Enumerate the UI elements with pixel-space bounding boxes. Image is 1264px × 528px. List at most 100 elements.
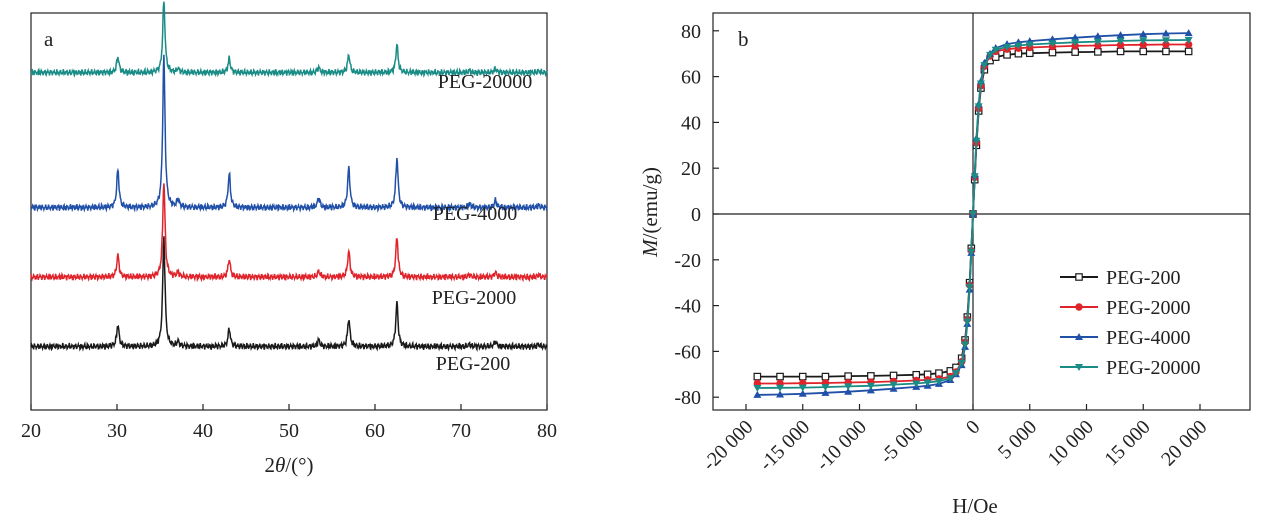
panel-b-legend: PEG-200 PEG-2000 PEG-4000 PEG-20000 xyxy=(1060,267,1200,379)
data-point xyxy=(821,384,830,392)
x-tick-label: 5 000 xyxy=(994,416,1041,463)
curve-label: PEG-4000 xyxy=(433,203,517,225)
data-point xyxy=(963,318,972,326)
panel-b: b -80 -60 -40 -20 0 20 40 60 80 -20 000-15 000-1… xyxy=(638,12,1251,518)
x-tick-label: -20 000 xyxy=(698,416,757,475)
data-point xyxy=(1075,364,1083,371)
data-point xyxy=(1184,29,1193,37)
data-point xyxy=(821,372,830,381)
data-point xyxy=(923,379,932,387)
data-point xyxy=(912,380,921,388)
x-tick-label: 20 000 xyxy=(1157,416,1211,470)
y-axis-title-symbol: M xyxy=(638,238,662,258)
x-tick-label: 60 xyxy=(365,420,385,442)
data-point xyxy=(1071,39,1080,47)
x-tick-label: 15 000 xyxy=(1100,416,1154,470)
panel-a-x-axis-title: 2θ/(°) xyxy=(264,453,313,477)
data-point xyxy=(1048,40,1057,48)
legend-label: PEG-2000 xyxy=(1106,297,1190,319)
data-point xyxy=(1139,30,1148,38)
y-axis-title-unit: /(emu/g) xyxy=(638,167,662,239)
x-axis-title-unit: /(°) xyxy=(285,453,313,477)
x-tick-label: 0 xyxy=(962,416,985,439)
x-tick-label: -15 000 xyxy=(755,416,814,475)
y-tick-label: 20 xyxy=(681,158,701,180)
y-tick-label: -60 xyxy=(674,341,701,363)
data-point xyxy=(980,62,989,70)
xrd-curve-peg-4000 xyxy=(30,54,548,214)
data-point xyxy=(934,378,943,386)
panel-a-x-ticks: 20 30 40 50 60 70 80 xyxy=(21,404,557,442)
x-tick-label: 40 xyxy=(193,420,213,442)
data-point xyxy=(753,372,762,381)
xrd-curve-peg-20000 xyxy=(30,1,548,78)
data-point xyxy=(776,372,784,381)
data-point xyxy=(951,370,960,378)
data-point xyxy=(798,389,807,397)
panel-b-y-axis-title: M/(emu/g) xyxy=(638,167,662,258)
data-point xyxy=(1071,33,1080,41)
y-tick-label: -20 xyxy=(674,250,701,272)
data-point xyxy=(961,341,970,349)
data-point xyxy=(889,371,898,380)
data-point xyxy=(844,383,853,391)
y-tick-label: 60 xyxy=(681,67,701,89)
data-point xyxy=(986,51,995,59)
data-point xyxy=(844,387,853,395)
y-tick-label: 80 xyxy=(681,21,701,43)
data-point xyxy=(867,372,875,380)
data-point xyxy=(753,385,762,393)
data-point xyxy=(776,384,785,392)
data-point xyxy=(1025,41,1034,49)
data-point xyxy=(889,381,898,389)
y-tick-label: 40 xyxy=(681,112,701,134)
data-point xyxy=(1094,48,1102,56)
data-point xyxy=(965,284,974,292)
data-point xyxy=(866,386,875,394)
panel-b-x-axis-title: H/Oe xyxy=(952,494,998,518)
data-point xyxy=(753,390,762,398)
panel-a-curve-labels: PEG-20000 PEG-4000 PEG-2000 PEG-200 xyxy=(432,71,532,375)
data-point xyxy=(844,372,852,380)
data-point xyxy=(821,388,830,396)
x-tick-label: 70 xyxy=(451,420,471,442)
data-point xyxy=(1093,32,1102,40)
panel-a-letter: a xyxy=(44,27,54,51)
data-point xyxy=(1003,43,1012,51)
x-tick-label: 50 xyxy=(279,420,299,442)
xrd-curve-peg-200 xyxy=(30,236,548,352)
x-tick-label: -10 000 xyxy=(812,416,871,475)
data-point xyxy=(967,248,976,256)
y-tick-label: 0 xyxy=(691,204,701,226)
data-point xyxy=(1071,48,1079,56)
data-point xyxy=(1075,333,1083,340)
curve-label: PEG-20000 xyxy=(438,71,532,93)
x-tick-label: 30 xyxy=(107,420,127,442)
data-point xyxy=(1184,47,1193,56)
panel-b-curves xyxy=(753,29,1193,398)
data-point xyxy=(798,372,807,381)
data-point xyxy=(1139,37,1148,45)
data-point xyxy=(970,173,979,181)
data-point xyxy=(1116,37,1125,45)
data-point xyxy=(798,384,807,392)
curve-label: PEG-200 xyxy=(436,353,510,375)
data-point xyxy=(1162,47,1170,56)
data-point xyxy=(1161,37,1170,45)
curve-label: PEG-2000 xyxy=(432,287,516,309)
data-point xyxy=(1075,273,1083,281)
xrd-curve-peg-2000 xyxy=(30,183,548,283)
data-point xyxy=(957,359,966,367)
panel-b-y-ticks: -80 -60 -40 -20 0 20 40 60 80 xyxy=(674,21,719,409)
data-point xyxy=(1093,38,1102,46)
data-point xyxy=(991,46,1000,54)
data-point xyxy=(1116,47,1125,56)
x-tick-label: 80 xyxy=(537,420,557,442)
panel-a-curves xyxy=(30,1,548,352)
x-tick-label: -5 000 xyxy=(876,416,928,468)
panel-b-letter: b xyxy=(738,27,749,51)
data-point xyxy=(1116,31,1125,39)
data-point xyxy=(972,137,981,145)
legend-label: PEG-200 xyxy=(1106,267,1180,289)
